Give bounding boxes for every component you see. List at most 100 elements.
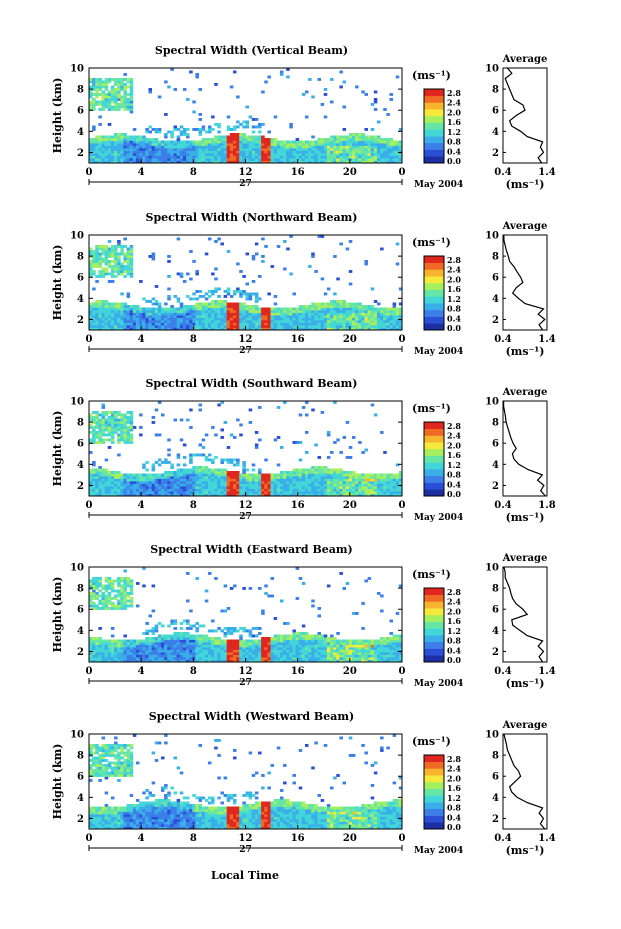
- colorbar-swatch: [424, 635, 444, 643]
- x-tick-label: 4: [138, 334, 145, 345]
- profile-y-tick-label: 4: [492, 626, 499, 637]
- day-label: 27: [239, 179, 252, 189]
- profile-y-tick-label: 8: [492, 418, 499, 429]
- profile-x-label: (ms⁻¹): [506, 511, 545, 524]
- x-tick-label: 0: [399, 666, 406, 677]
- profile-y-tick-label: 6: [492, 273, 499, 284]
- y-tick-label: 6: [77, 106, 84, 117]
- y-tick-label: 4: [77, 127, 84, 138]
- colorbar-tick-label: 1.6: [447, 284, 461, 294]
- colorbar-swatch: [424, 621, 444, 629]
- colorbar-swatch: [424, 296, 444, 304]
- colorbar-swatch: [424, 269, 444, 277]
- colorbar-tick-label: 0.0: [447, 489, 461, 499]
- x-tick-label: 0: [86, 833, 93, 844]
- panel-1: Spectral Width (Northward Beam) 2 4 6 8 10 Hei…: [51, 211, 556, 358]
- day-label: 27: [239, 678, 252, 688]
- heatmap-cells: [89, 734, 403, 830]
- y-axis-label: Height (km): [51, 78, 64, 154]
- colorbar-tick-label: 2.0: [447, 773, 461, 783]
- x-tick-label: 8: [190, 666, 197, 677]
- colorbar-unit: (ms⁻¹): [412, 69, 451, 82]
- x-tick-label: 8: [190, 334, 197, 345]
- colorbar-swatch: [424, 282, 444, 290]
- y-tick-label: 8: [77, 85, 84, 96]
- colorbar-swatch: [424, 761, 444, 769]
- profile-y-tick-label: 8: [492, 85, 499, 96]
- x-tick-label: 20: [343, 666, 357, 677]
- colorbar-tick-label: 2.0: [447, 440, 461, 450]
- colorbar-tick-label: 1.2: [447, 626, 461, 636]
- colorbar-tick-label: 2.4: [447, 98, 461, 108]
- y-tick-label: 4: [77, 460, 84, 471]
- profile-y-tick-label: 4: [492, 793, 499, 804]
- colorbar-swatch: [424, 594, 444, 602]
- y-tick-label: 8: [77, 584, 84, 595]
- profile-line: [503, 733, 546, 830]
- profile-y-tick-label: 10: [485, 730, 499, 741]
- colorbar-tick-label: 0.0: [447, 822, 461, 832]
- profile-line: [504, 67, 545, 164]
- colorbar-tick-label: 0.8: [447, 304, 461, 314]
- profile-title: Average: [502, 387, 548, 398]
- profile-x-label: (ms⁻¹): [506, 178, 545, 191]
- x-tick-label: 8: [190, 833, 197, 844]
- colorbar-swatch: [424, 628, 444, 636]
- x-tick-label: 0: [86, 500, 93, 511]
- colorbar-swatch: [424, 601, 444, 609]
- colorbar-swatch: [424, 462, 444, 470]
- panel-title: Spectral Width (Southward Beam): [145, 377, 357, 390]
- x-tick-label: 0: [399, 500, 406, 511]
- profile-frame: [502, 67, 548, 164]
- colorbar-unit: (ms⁻¹): [412, 236, 451, 249]
- y-tick-label: 10: [70, 64, 84, 75]
- profile-y-tick-label: 10: [485, 231, 499, 242]
- heatmap-cells: [89, 235, 403, 331]
- colorbar-tick-label: 0.8: [447, 636, 461, 646]
- profile-y-tick-label: 10: [485, 397, 499, 408]
- y-tick-label: 10: [70, 231, 84, 242]
- colorbar-tick-label: 0.0: [447, 323, 461, 333]
- x-tick-label: 0: [86, 334, 93, 345]
- colorbar-tick-label: 1.2: [447, 460, 461, 470]
- colorbar-tick-label: 2.0: [447, 107, 461, 117]
- colorbar-swatch: [424, 655, 444, 663]
- colorbar-swatch: [424, 136, 444, 144]
- heatmap-cells: [89, 567, 403, 663]
- x-tick-label: 12: [239, 334, 253, 345]
- profile-y-tick-label: 8: [492, 252, 499, 263]
- profile-y-tick-label: 6: [492, 605, 499, 616]
- profile-frame: [502, 733, 548, 830]
- colorbar-swatch: [424, 781, 444, 789]
- x-tick-label: 4: [138, 833, 145, 844]
- y-tick-label: 6: [77, 772, 84, 783]
- y-tick-label: 2: [77, 315, 84, 326]
- y-axis-label: Height (km): [51, 411, 64, 487]
- colorbar-swatch: [424, 142, 444, 150]
- colorbar-swatch: [424, 109, 444, 117]
- colorbar-tick-label: 2.8: [447, 255, 461, 265]
- colorbar-swatch: [424, 608, 444, 616]
- profile-y-tick-label: 4: [492, 460, 499, 471]
- day-label: 27: [239, 346, 252, 356]
- panel-3: Spectral Width (Eastward Beam) 2 4 6 8 10 Heig…: [51, 543, 556, 690]
- x-tick-label: 0: [399, 334, 406, 345]
- profile-x-tick-label: 1.4: [538, 666, 555, 677]
- profile-line: [503, 566, 545, 663]
- colorbar-swatch: [424, 795, 444, 803]
- colorbar-swatch: [424, 129, 444, 137]
- x-tick-label: 20: [343, 334, 357, 345]
- profile-frame: [502, 400, 548, 497]
- panel-title: Spectral Width (Eastward Beam): [150, 543, 352, 556]
- colorbar-swatch: [424, 115, 444, 123]
- profile-y-tick-label: 6: [492, 772, 499, 783]
- x-tick-label: 0: [86, 666, 93, 677]
- colorbar-swatch: [424, 256, 444, 264]
- colorbar-swatch: [424, 802, 444, 810]
- y-tick-label: 6: [77, 273, 84, 284]
- x-tick-label: 8: [190, 500, 197, 511]
- y-tick-label: 4: [77, 294, 84, 305]
- colorbar-tick-label: 2.0: [447, 274, 461, 284]
- colorbar-tick-label: 0.4: [447, 146, 461, 156]
- colorbar-swatch: [424, 775, 444, 783]
